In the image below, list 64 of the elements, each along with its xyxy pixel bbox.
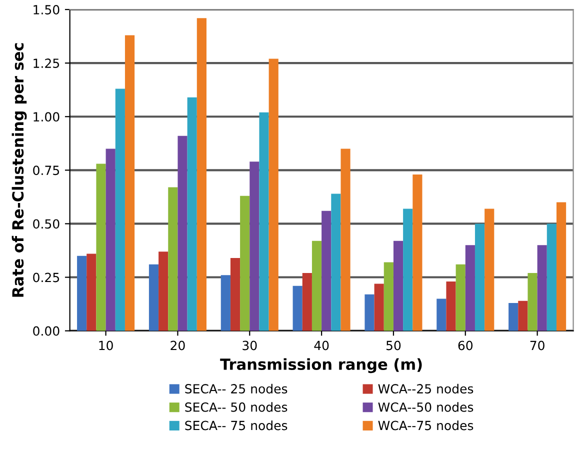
bar <box>187 97 197 331</box>
bar <box>556 202 566 331</box>
y-tick-label: 0.50 <box>33 219 60 229</box>
x-tick-label: 40 <box>314 340 329 350</box>
bar <box>115 88 125 331</box>
x-tick-label: 20 <box>170 340 185 350</box>
x-tick-label: 50 <box>386 340 401 350</box>
bar <box>403 208 413 331</box>
bar <box>364 294 374 331</box>
bar <box>393 240 404 331</box>
legend-label: WCA--25 nodes <box>378 384 474 394</box>
bar <box>518 300 528 331</box>
bar <box>124 35 135 331</box>
bar <box>158 252 168 331</box>
x-tick-label: 60 <box>458 340 473 350</box>
bar <box>196 18 206 331</box>
bar <box>546 224 556 331</box>
bar <box>384 262 394 331</box>
legend-label: SECA-- 25 nodes <box>185 384 288 394</box>
bar <box>465 245 475 331</box>
y-tick-label: 0.00 <box>33 326 60 336</box>
y-tick-label: 1.00 <box>34 112 60 122</box>
bar <box>86 254 96 331</box>
bar <box>312 240 322 331</box>
y-axis-title: Rate of Re-Clustening per sec <box>12 43 27 297</box>
bar <box>178 136 188 331</box>
bar <box>77 256 87 331</box>
bar <box>331 194 341 331</box>
bar <box>106 148 116 331</box>
legend-label: SECA-- 50 nodes <box>185 402 288 412</box>
bar <box>148 264 159 331</box>
bar <box>302 272 312 331</box>
bar <box>292 286 302 331</box>
bar <box>96 164 106 331</box>
bar <box>240 196 250 331</box>
y-tick-label: 0.75 <box>33 166 60 176</box>
x-axis-title: Transmission range (m) <box>220 358 422 374</box>
legend-label: WCA--75 nodes <box>378 420 474 430</box>
bar <box>268 58 278 331</box>
legend-label: SECA-- 75 nodes <box>185 420 288 430</box>
bar <box>474 224 485 331</box>
legend-label: WCA--50 nodes <box>378 402 474 412</box>
bar <box>220 275 230 331</box>
bar <box>259 112 269 331</box>
x-tick-label: 70 <box>530 340 544 350</box>
bar <box>340 148 350 331</box>
bar <box>168 187 178 331</box>
bar <box>528 272 538 331</box>
bar <box>508 302 518 331</box>
y-tick-label: 1.50 <box>34 4 60 14</box>
bar <box>412 174 422 331</box>
bar <box>230 258 240 331</box>
bar <box>374 284 384 331</box>
y-tick-label: 1.25 <box>34 58 60 68</box>
bar <box>484 208 494 331</box>
bar <box>537 245 547 331</box>
x-tick-label: 10 <box>99 340 113 350</box>
y-tick-label: 0.25 <box>33 272 60 282</box>
bar <box>322 210 332 331</box>
bar <box>436 298 446 331</box>
bar <box>456 264 466 331</box>
x-tick-label: 30 <box>242 340 257 350</box>
bar <box>250 162 260 331</box>
bar <box>446 282 456 331</box>
